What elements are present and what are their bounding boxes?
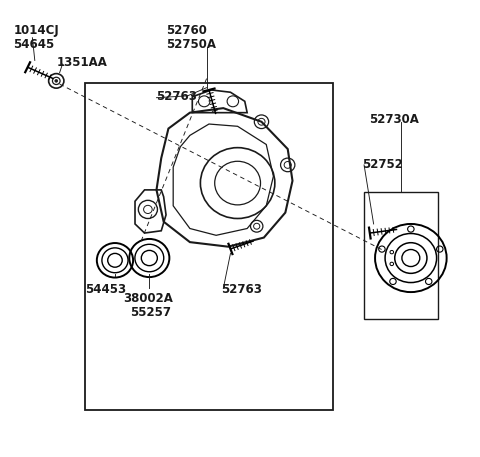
Text: 52752: 52752 <box>362 159 403 171</box>
Text: 1351AA: 1351AA <box>56 56 107 69</box>
Bar <box>85 83 333 410</box>
Text: 1014CJ: 1014CJ <box>13 24 59 37</box>
Text: 38002A: 38002A <box>123 292 173 305</box>
Text: 55257: 55257 <box>130 306 171 319</box>
Text: 52730A: 52730A <box>369 113 419 126</box>
Bar <box>364 192 438 319</box>
Text: 54453: 54453 <box>85 283 126 296</box>
Text: 52763: 52763 <box>221 283 262 296</box>
Text: 52750A: 52750A <box>166 38 216 51</box>
Text: 54645: 54645 <box>13 38 55 51</box>
Text: 52760: 52760 <box>166 24 207 37</box>
Circle shape <box>55 80 58 82</box>
Text: 52763: 52763 <box>156 90 197 103</box>
